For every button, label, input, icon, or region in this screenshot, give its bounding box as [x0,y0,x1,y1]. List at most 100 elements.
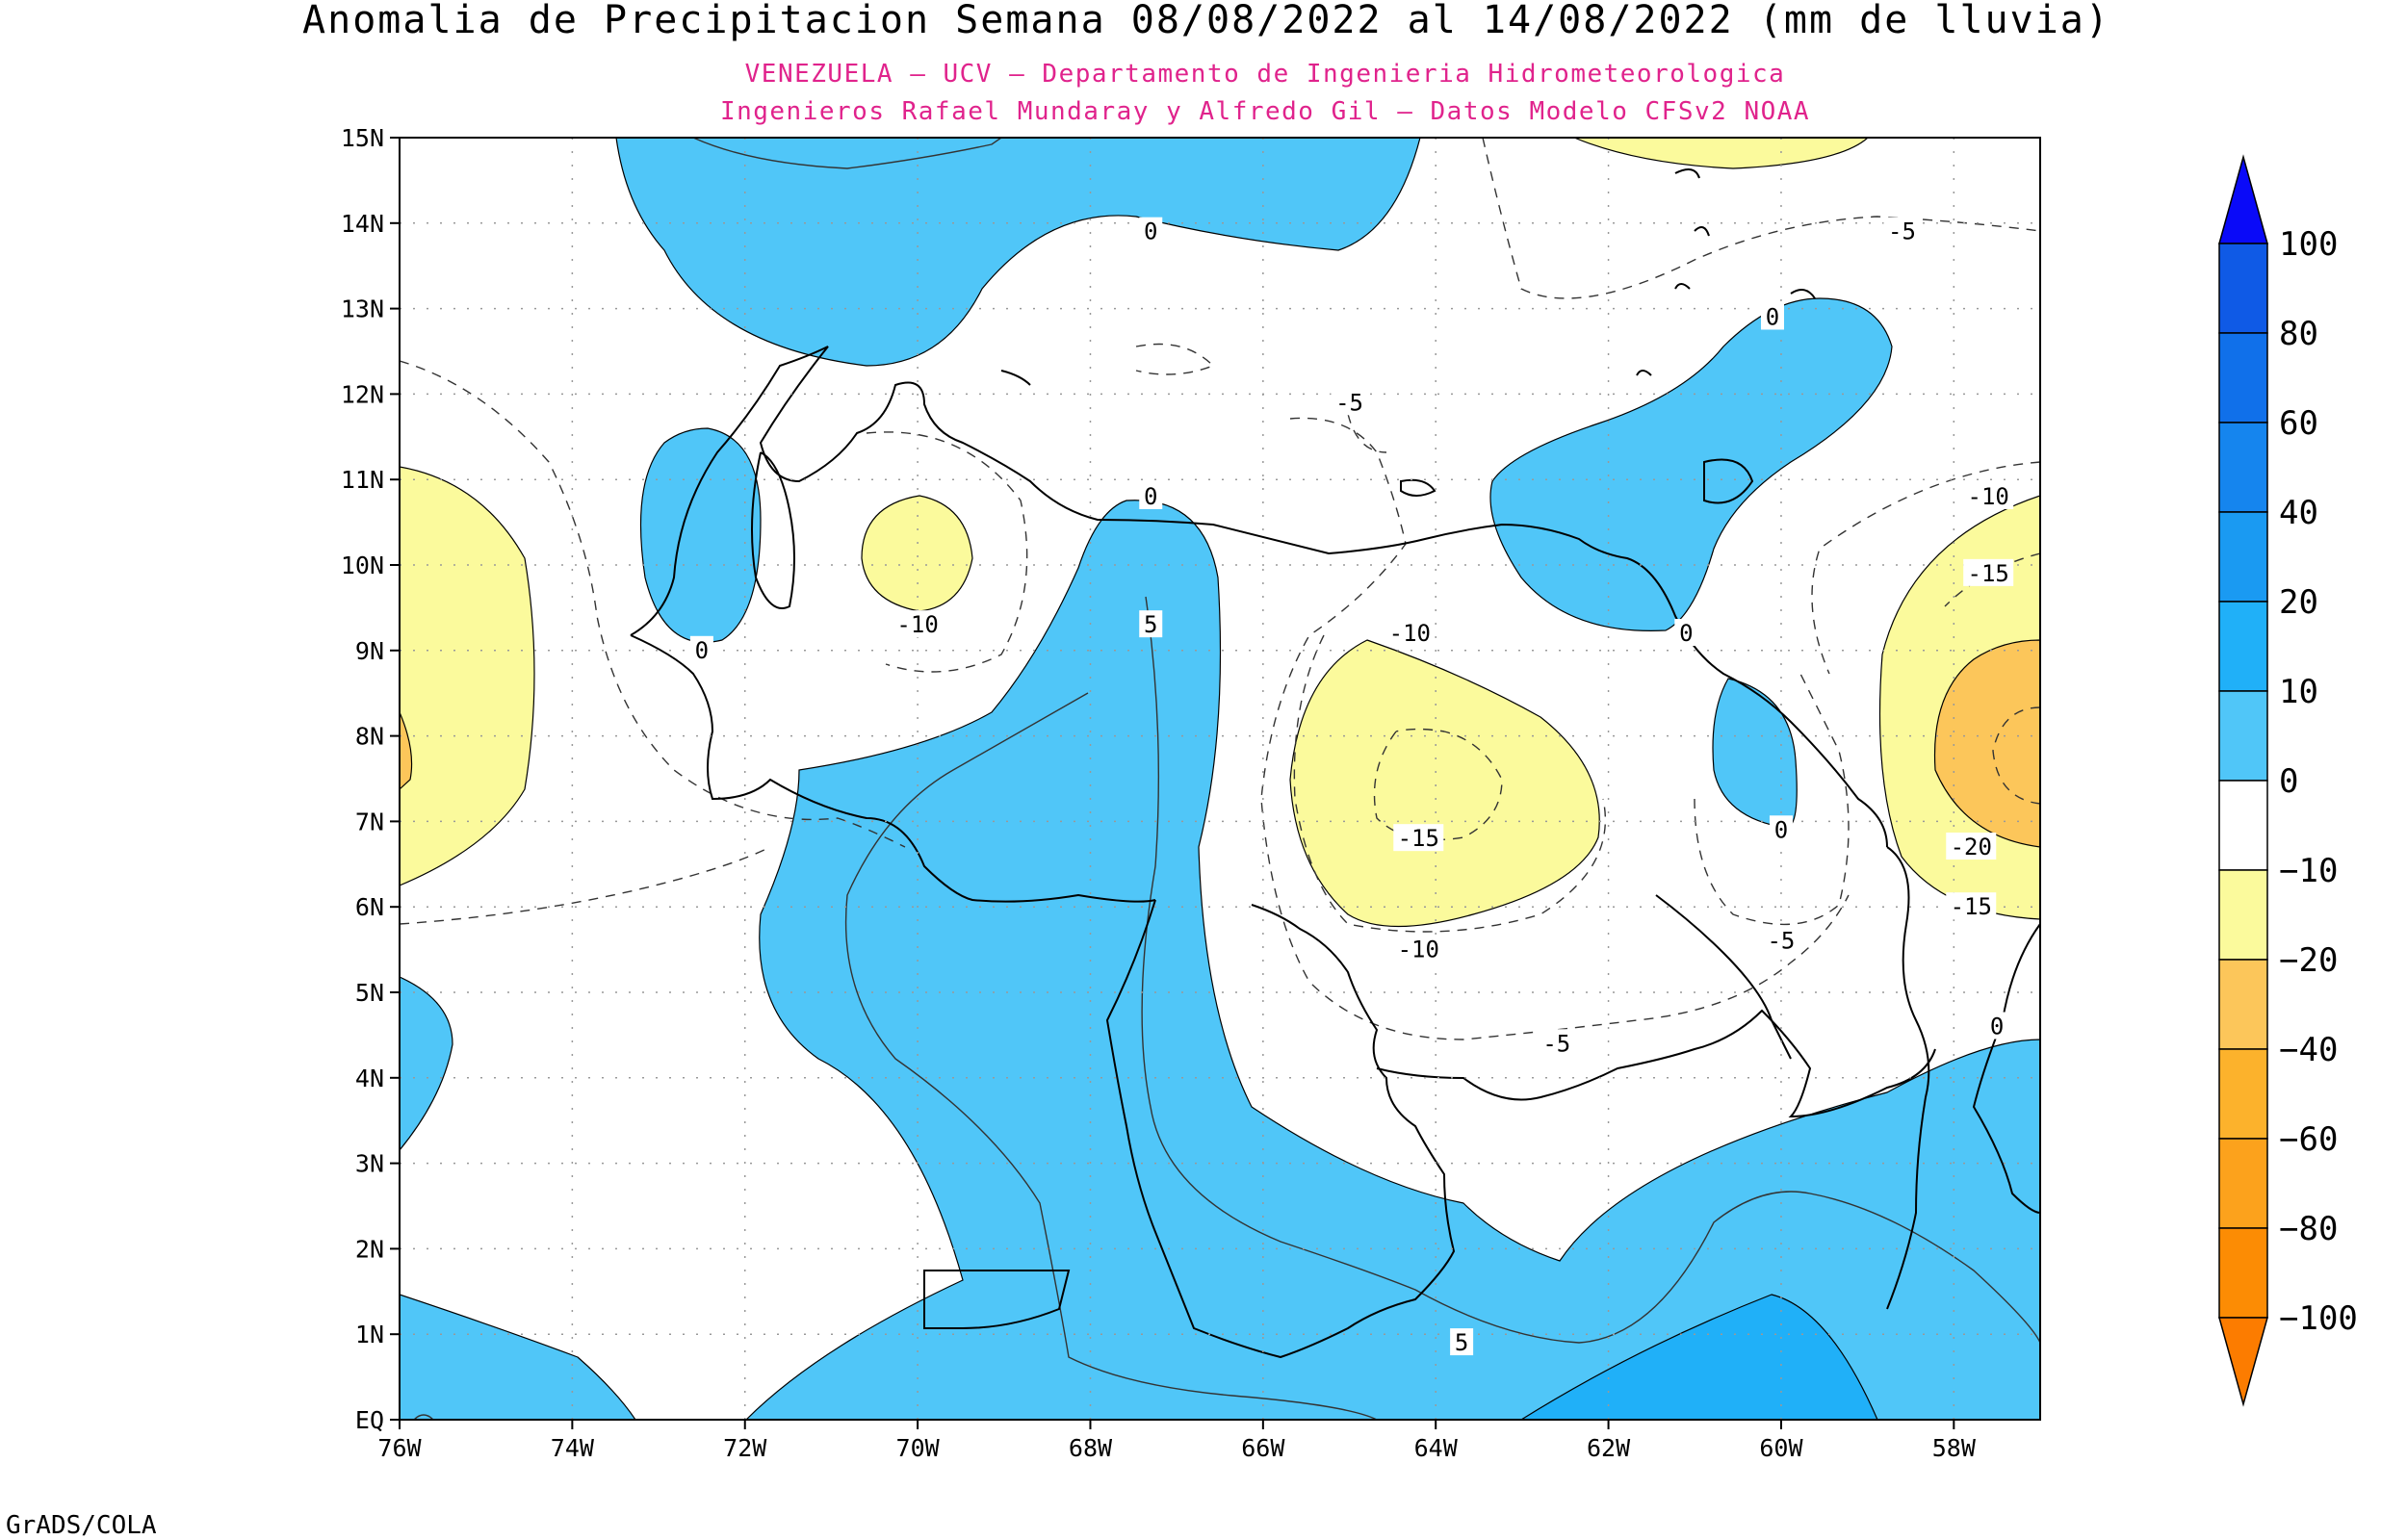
lon-tick-label: 66W [1241,1434,1285,1462]
colorbar-label: 10 [2279,673,2318,711]
island-small-2 [1674,283,1691,290]
contour-label-text: -10 [1398,937,1439,963]
contour-label: -5 [1331,388,1368,416]
lon-tick-label: 68W [1069,1434,1113,1462]
contour-label: -15 [1963,558,2014,587]
lat-tick-label: 15N [341,124,384,152]
contour-label-text: -5 [1335,389,1363,416]
contour-label: 0 [1674,619,1698,647]
contour-label: -5 [1538,1029,1575,1057]
fill-blue-west [400,976,453,1151]
fill-orange-west [400,711,413,790]
island-small-1 [1694,226,1710,237]
island-curacao [1000,370,1031,386]
contour-label: -5 [1762,926,1799,955]
contour-label-text: -10 [1389,620,1431,647]
lon-tick-label: 62W [1587,1434,1631,1462]
colorbar-segment [2218,690,2268,782]
lat-tick-label: 12N [341,380,384,408]
lat-tick-label: 8N [355,723,384,751]
border-east [1972,923,2040,1214]
contour-neg5-east [1694,673,1850,926]
fill-yellow-west [400,466,535,886]
fill-blue-southwest [400,1294,636,1420]
fill-blue-north [615,138,1421,367]
contour-label-text: 0 [1679,620,1693,647]
contour-label-text: -10 [896,611,938,638]
lat-tick-label: 14N [341,210,384,238]
island-trinidad [1703,458,1754,504]
contour-label-text: -5 [1888,218,1916,245]
lat-tick-label: 2N [355,1235,384,1263]
contour-label-text: 0 [1144,483,1157,510]
contour-label-text: -15 [1968,560,2009,587]
contour-label-text: -15 [1951,893,1992,920]
colorbar-label: 80 [2279,315,2318,353]
border-brazil [1376,1009,1936,1118]
contour-label: 5 [1139,610,1163,638]
island-small-3 [1636,370,1652,376]
contour-label-text: 0 [1766,303,1779,330]
contour-label-text: 0 [695,637,709,664]
lat-tick-label: 9N [355,637,384,665]
grads-footer: GrADS/COLA [6,1511,157,1540]
colorbar-bottom-arrow [2218,1317,2268,1407]
lon-tick-label: 64W [1414,1434,1459,1462]
contour-label: 0 [1760,302,1784,330]
colorbar-label: 100 [2279,225,2338,264]
colorbar-label: −10 [2279,852,2338,890]
longitude-ticks: 76W 74W 72W 70W 68W 66W 64W 62W 60W 58W [377,1420,1977,1462]
colorbar-segment [2218,959,2268,1050]
lat-tick-label: 7N [355,808,384,835]
contour-label: -15 [1946,892,1997,920]
colorbar-segment [2218,1048,2268,1140]
lat-tick-label: 5N [355,979,384,1007]
island-grenada [1674,168,1700,179]
lat-tick-label: 6N [355,893,384,921]
lon-tick-label: 76W [377,1434,422,1462]
contour-label-text: 5 [1144,611,1157,638]
lon-tick-label: 74W [551,1434,595,1462]
map-frame [399,137,2041,1421]
contour-neg5-northeast [1482,138,2040,299]
map-area: 0 -5 0 -5 0 -10 -15 5 -10 0 -10 0 0 -15 -20 -15 -10 -5 -5 0… [400,138,2040,1420]
contour-label-text: -5 [1767,928,1795,955]
coastline-north [630,346,1888,848]
contour-label: -10 [1393,935,1444,963]
contour-label-text: -5 [1542,1030,1570,1057]
contour-lines [413,138,2040,1420]
contour-label: -15 [1393,824,1444,852]
contour-label-text: 5 [1455,1329,1468,1356]
contour-label: -10 [1385,619,1436,647]
border-south-colombia [1105,899,1456,1359]
contour-neg5-top [1347,413,1387,453]
contour-label: -5 [1883,217,1921,245]
lat-tick-label: EQ [355,1406,384,1434]
colorbar-segment [2218,601,2268,692]
colorbar-segment [2218,780,2268,871]
colorbar-segment [2218,1138,2268,1229]
colorbar-label: −80 [2279,1210,2338,1248]
contour-neg5-west [400,360,906,848]
contour-label-text: 0 [1774,816,1788,843]
lat-tick-label: 13N [341,295,384,323]
contour-label-text: 0 [1990,1014,2004,1040]
map-title: Anomalia de Precipitacion Semana 08/08/2… [302,0,2110,42]
contour-neg10-central [1293,634,1607,933]
colorbar-segment [2218,332,2268,424]
contour-neg10-east [1811,461,2040,675]
border-colombia-south [923,1270,1071,1329]
fill-blue-central-band [745,500,2040,1420]
colorbar-segment [2218,511,2268,603]
coastlines-borders [630,168,2040,1359]
contour-label: 0 [1985,1012,2009,1040]
contour-label-text: 0 [1144,218,1157,245]
colorbar-segment [2218,1227,2268,1319]
subtitle-line-2: Ingenieros Rafael Mundaray y Alfredo Gil… [720,97,1810,126]
lat-tick-label: 4N [355,1065,384,1092]
contour-neg5-southwest [400,846,771,925]
negative-anomaly-fill [400,138,2040,928]
contour-5-solid-north [692,138,1002,169]
contour-label: 0 [1139,217,1163,245]
contour-label: -20 [1946,833,1997,860]
